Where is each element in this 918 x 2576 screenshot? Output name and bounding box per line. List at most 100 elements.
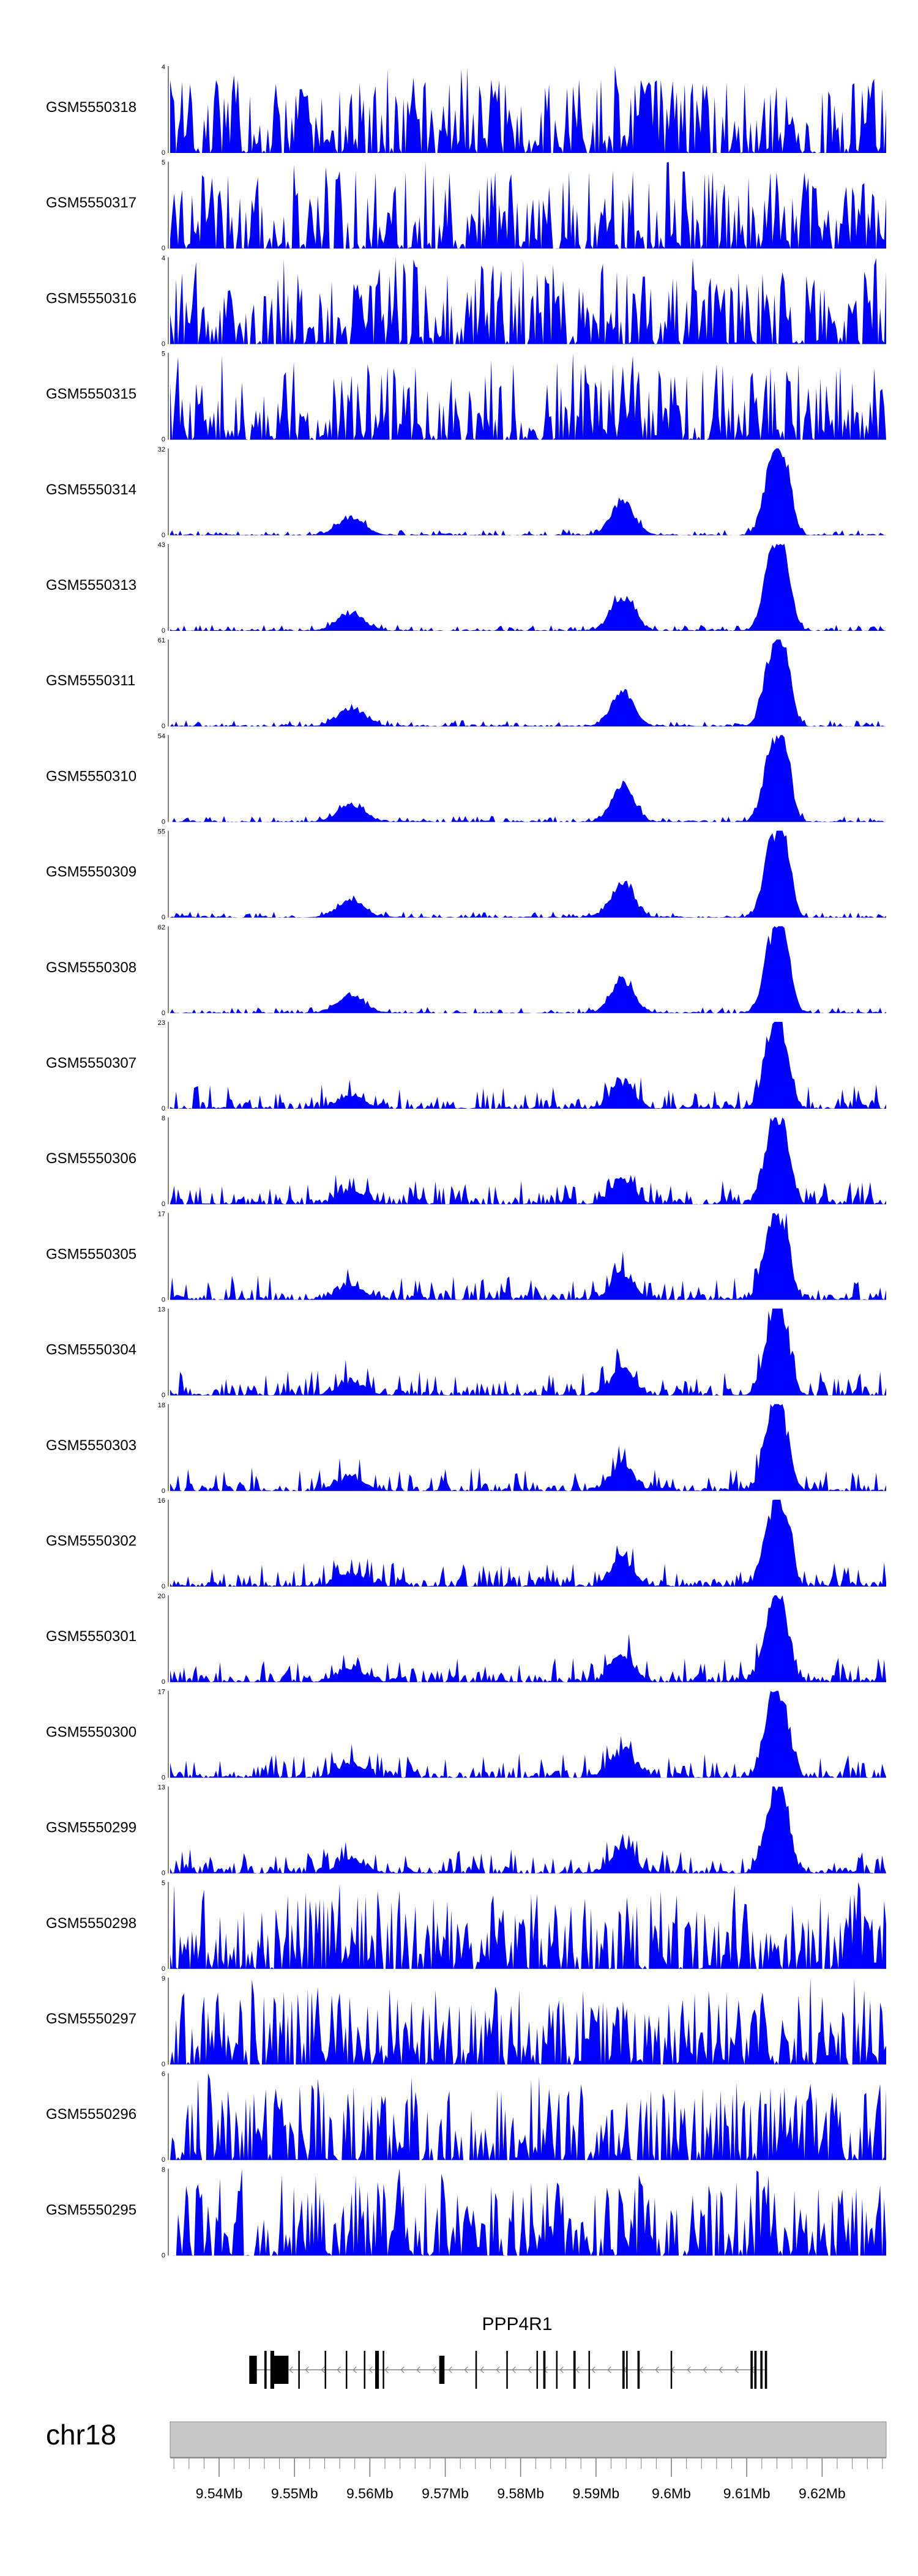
exon	[760, 2351, 763, 2389]
track-label: GSM5550299	[46, 1820, 136, 1836]
y-max-label: 18	[158, 1402, 165, 1409]
strand-arrow	[321, 2366, 325, 2373]
exon	[637, 2351, 640, 2389]
track-GSM5550310: GSM5550310 54 0	[46, 732, 886, 825]
y-min-label: 0	[162, 1296, 165, 1303]
y-min-label: 0	[162, 2061, 165, 2068]
coverage-area	[170, 1882, 886, 1969]
strand-arrow	[496, 2366, 500, 2373]
x-tick-label: 9.54Mb	[196, 2485, 243, 2501]
coverage-area	[170, 2073, 886, 2161]
y-min-label: 0	[162, 818, 165, 825]
coverage-area	[170, 2168, 886, 2256]
y-min-label: 0	[162, 1583, 165, 1590]
exon	[573, 2351, 576, 2389]
y-max-label: 23	[158, 1019, 165, 1027]
coverage-area	[170, 1595, 886, 1683]
coverage-area	[170, 1404, 886, 1491]
y-max-label: 32	[158, 446, 165, 453]
x-tick-label: 9.57Mb	[422, 2485, 469, 2501]
x-tick-label: 9.58Mb	[497, 2485, 544, 2501]
exon	[556, 2351, 558, 2389]
coverage-area	[170, 352, 886, 440]
exon	[506, 2351, 508, 2389]
track-GSM5550308: GSM5550308 62 0	[46, 924, 886, 1017]
track-label: GSM5550314	[46, 482, 136, 498]
track-label: GSM5550301	[46, 1628, 136, 1645]
strand-arrow	[559, 2366, 564, 2373]
track-label: GSM5550295	[46, 2202, 136, 2218]
strand-arrow	[639, 2366, 643, 2373]
x-tick-label: 9.56Mb	[346, 2485, 394, 2501]
strand-arrow	[703, 2366, 707, 2373]
coverage-area	[170, 1022, 886, 1109]
y-max-label: 6	[162, 2071, 165, 2078]
strand-arrow	[480, 2366, 484, 2373]
strand-arrow	[416, 2366, 420, 2373]
track-GSM5550317: GSM5550317 5 0	[46, 159, 886, 252]
y-max-label: 5	[162, 1880, 165, 1887]
x-tick-label: 9.59Mb	[572, 2485, 619, 2501]
coverage-area	[170, 1117, 886, 1205]
y-min-label: 0	[162, 1870, 165, 1877]
strand-arrow	[432, 2366, 436, 2373]
strand-arrow	[655, 2366, 659, 2373]
exon	[764, 2351, 767, 2389]
strand-arrow	[734, 2366, 739, 2373]
y-max-label: 54	[158, 732, 165, 740]
y-max-label: 20	[158, 1593, 165, 1600]
y-max-label: 17	[158, 1688, 165, 1696]
y-max-label: 9	[162, 1975, 165, 1982]
coverage-area	[170, 1691, 886, 1778]
track-GSM5550299: GSM5550299 13 0	[46, 1784, 886, 1877]
track-GSM5550314: GSM5550314 32 0	[46, 446, 886, 539]
strand-arrow	[289, 2366, 293, 2373]
track-label: GSM5550315	[46, 386, 136, 403]
y-min-label: 0	[162, 914, 165, 921]
coverage-area	[170, 1978, 886, 2064]
coverage-tracks: GSM555031840GSM555031750GSM555031640GSM5…	[46, 64, 886, 2259]
y-max-label: 5	[162, 351, 165, 358]
exon	[274, 2356, 289, 2384]
track-label: GSM5550302	[46, 1533, 136, 1549]
track-GSM5550297: GSM5550297 9 0	[46, 1975, 886, 2068]
y-min-label: 0	[162, 1392, 165, 1399]
strand-arrow	[528, 2366, 532, 2373]
y-min-label: 0	[162, 1965, 165, 1973]
strand-arrow	[337, 2366, 341, 2373]
x-tick-label: 9.6Mb	[652, 2485, 691, 2501]
strand-arrow	[607, 2366, 611, 2373]
y-max-label: 13	[158, 1784, 165, 1792]
exon	[345, 2351, 348, 2389]
y-max-label: 4	[162, 255, 165, 262]
track-label: GSM5550317	[46, 195, 136, 211]
track-label: GSM5550298	[46, 1915, 136, 1932]
y-min-label: 0	[162, 149, 165, 157]
coverage-area	[170, 544, 886, 631]
strand-arrow	[718, 2366, 723, 2373]
y-max-label: 5	[162, 159, 165, 166]
exon	[622, 2351, 625, 2389]
track-GSM5550303: GSM5550303 18 0	[46, 1402, 886, 1495]
y-max-label: 17	[158, 1210, 165, 1218]
coverage-area	[170, 257, 886, 344]
track-label: GSM5550303	[46, 1437, 136, 1454]
track-GSM5550313: GSM5550313 43 0	[46, 542, 886, 635]
y-max-label: 43	[158, 542, 165, 549]
y-max-label: 55	[158, 828, 165, 836]
y-max-label: 8	[162, 1115, 165, 1122]
y-min-label: 0	[162, 532, 165, 539]
exon	[626, 2351, 628, 2389]
track-label: GSM5550296	[46, 2106, 136, 2123]
track-GSM5550298: GSM5550298 5 0	[46, 1880, 886, 1973]
track-label: GSM5550310	[46, 768, 136, 784]
y-min-label: 0	[162, 2156, 165, 2164]
y-max-label: 4	[162, 64, 165, 71]
coverage-area	[170, 1500, 886, 1587]
exon	[588, 2351, 591, 2389]
coverage-area	[170, 1213, 886, 1300]
track-GSM5550305: GSM5550305 17 0	[46, 1210, 886, 1303]
coverage-area	[170, 1786, 886, 1874]
x-tick-label: 9.61Mb	[723, 2485, 771, 2501]
track-GSM5550316: GSM5550316 4 0	[46, 255, 886, 348]
